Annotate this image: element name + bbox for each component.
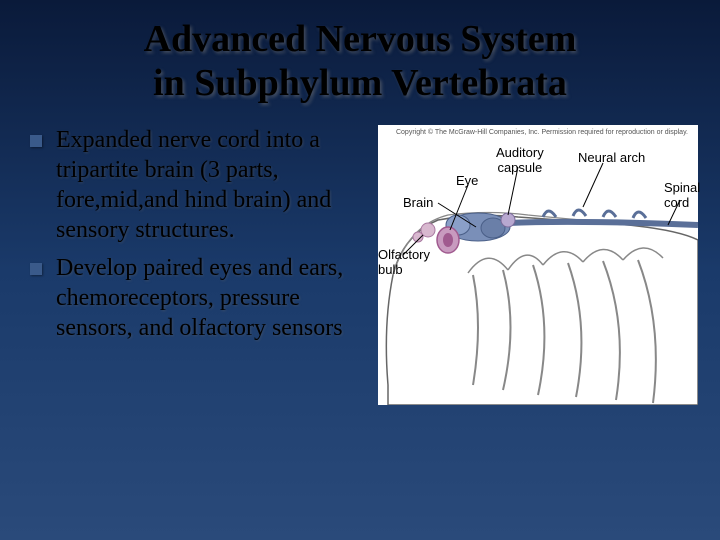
label-spinal-cord: Spinal cord — [664, 180, 700, 210]
anatomy-diagram: Copyright © The McGraw-Hill Companies, I… — [378, 125, 698, 405]
title-line-2: in Subphylum Vertebrata — [153, 62, 567, 104]
bullet-list: Expanded nerve cord into a tripartite br… — [30, 125, 370, 405]
label-olfactory: Olfactory bulb — [378, 247, 430, 277]
bullet-text: Expanded nerve cord into a tripartite br… — [56, 125, 370, 245]
slide-title: Advanced Nervous System in Subphylum Ver… — [0, 0, 720, 115]
bullet-square-icon — [30, 263, 42, 275]
label-auditory: Auditory capsule — [496, 145, 544, 175]
label-eye: Eye — [456, 173, 478, 188]
content-area: Expanded nerve cord into a tripartite br… — [0, 115, 720, 405]
label-neural-arch: Neural arch — [578, 150, 645, 165]
bullet-square-icon — [30, 135, 42, 147]
copyright-text: Copyright © The McGraw-Hill Companies, I… — [396, 129, 688, 136]
list-item: Develop paired eyes and ears, chemorecep… — [30, 253, 370, 343]
title-line-1: Advanced Nervous System — [144, 18, 577, 60]
list-item: Expanded nerve cord into a tripartite br… — [30, 125, 370, 245]
label-brain: Brain — [403, 195, 433, 210]
bullet-text: Develop paired eyes and ears, chemorecep… — [56, 253, 370, 343]
